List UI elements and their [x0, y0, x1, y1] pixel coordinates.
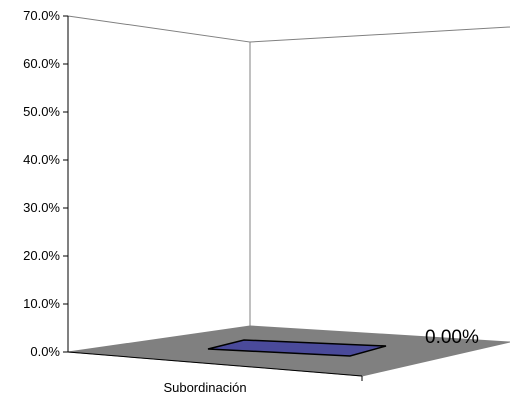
y-tick-label: 10.0% [23, 296, 60, 311]
y-axis-ticks: 0.0% 10.0% 20.0% 30.0% 40.0% 50.0% 60.0% 70.0% [23, 8, 68, 359]
y-tick-label: 70.0% [23, 8, 60, 23]
data-label-0: 0.00% [425, 327, 479, 348]
y-tick-label: 40.0% [23, 152, 60, 167]
x-tick-label-subordinacion: Subordinación [163, 380, 246, 395]
back-wall-left-top-edge [67, 15, 251, 326]
bars [207, 339, 387, 357]
y-tick-label: 20.0% [23, 248, 60, 263]
y-tick-label: 0.0% [30, 344, 60, 359]
y-tick-label: 50.0% [23, 104, 60, 119]
bar-subordinacion [207, 339, 387, 357]
x-axis-line [67, 351, 363, 377]
back-wall-right-top-edge [249, 26, 510, 43]
y-tick-label: 60.0% [23, 56, 60, 71]
y-tick-label: 30.0% [23, 200, 60, 215]
